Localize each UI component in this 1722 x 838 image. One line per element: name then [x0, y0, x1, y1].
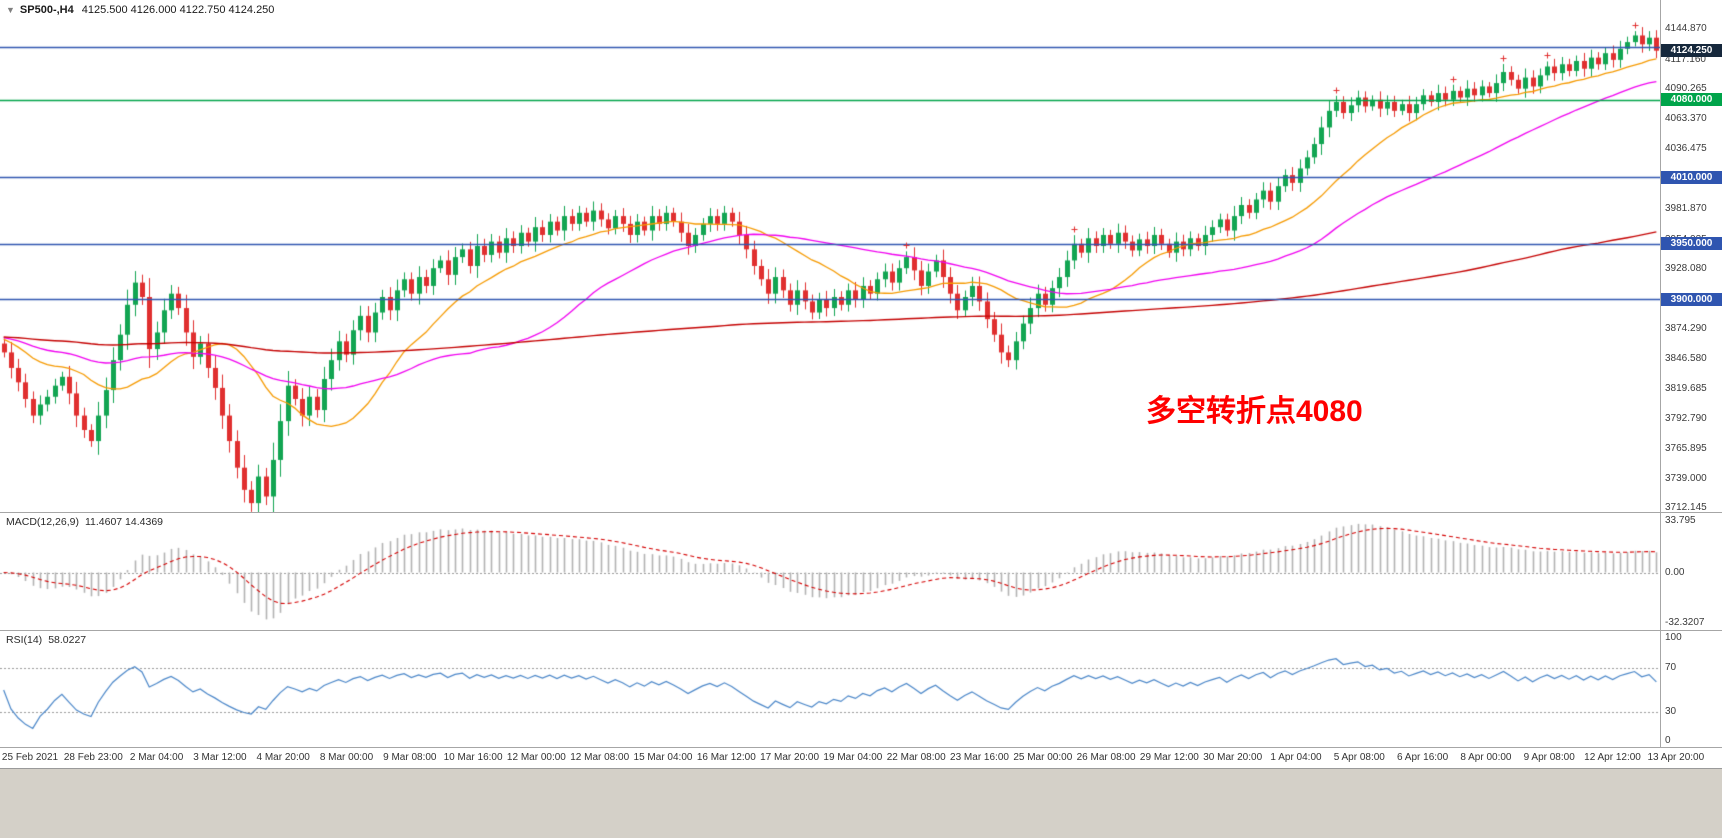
price-axis-badge: 3950.000	[1661, 237, 1722, 251]
date-axis-label: 28 Feb 23:00	[63, 752, 123, 763]
price-axis-badge: 3900.000	[1661, 292, 1722, 306]
price-axis-badge: 4080.000	[1661, 93, 1722, 107]
date-axis-label: 26 Mar 08:00	[1076, 752, 1136, 763]
price-axis-label: 3846.580	[1665, 353, 1707, 365]
price-axis-label: 4036.475	[1665, 142, 1707, 154]
rsi-label: RSI(14) 58.0227	[6, 634, 86, 646]
date-axis-label: 2 Mar 04:00	[129, 752, 184, 763]
date-axis-label: 22 Mar 08:00	[886, 752, 946, 763]
date-axis-label: 3 Mar 12:00	[193, 752, 247, 763]
price-chart-canvas[interactable]	[0, 0, 1660, 512]
macd-values: 11.4607 14.4369	[84, 516, 164, 528]
date-axis-label: 8 Mar 00:00	[319, 752, 374, 763]
price-axis-badge: 4010.000	[1661, 170, 1722, 184]
macd-axis-label: -32.3207	[1665, 617, 1705, 628]
date-axis-label: 12 Apr 12:00	[1584, 752, 1641, 763]
price-axis-label: 3765.895	[1665, 442, 1707, 454]
date-axis-label: 8 Apr 00:00	[1460, 752, 1512, 763]
date-axis-label: 9 Mar 08:00	[383, 752, 437, 763]
macd-chart-canvas[interactable]	[0, 514, 1660, 631]
symbol-timeframe-label: SP500-,H4	[19, 4, 74, 16]
price-axis-label: 3819.685	[1665, 383, 1707, 395]
macd-axis-label: 0.00	[1665, 566, 1685, 578]
price-axis-label: 4090.265	[1665, 83, 1707, 95]
macd-label: MACD(12,26,9) 11.4607 14.4369	[6, 516, 163, 528]
date-axis-label: 5 Apr 08:00	[1333, 752, 1385, 763]
date-axis: 25 Feb 2021 28 Feb 23:00 2 Mar 04:00 3 Mar …	[0, 747, 1722, 768]
rsi-axis-label: 100	[1665, 632, 1682, 643]
price-axis: 4144.870 4117.160 4090.265 4063.370 4036.475…	[1660, 0, 1722, 514]
date-axis-label: 17 Mar 20:00	[760, 752, 820, 763]
price-axis-label: 3712.145	[1665, 502, 1707, 514]
rsi-axis: 100 70 30 0	[1660, 631, 1722, 747]
chart-annotation-text: 多空转折点4080	[1146, 395, 1363, 428]
rsi-axis-label: 30	[1665, 705, 1677, 717]
date-axis-label: 13 Apr 20:00	[1647, 752, 1705, 763]
price-axis-label: 3981.870	[1665, 203, 1707, 215]
main-chart-panel: 4144.870 4117.160 4090.265 4063.370 4036.475…	[0, 0, 1722, 514]
rsi-indicator-name: RSI(14)	[6, 634, 43, 646]
rsi-panel: 100 70 30 0 RSI(14) 58.0227	[0, 630, 1722, 748]
price-axis-label: 4063.370	[1665, 113, 1707, 125]
date-axis-label: 30 Mar 20:00	[1203, 752, 1263, 763]
macd-axis-label: 33.795	[1665, 515, 1696, 526]
price-axis-label: 3874.290	[1665, 322, 1707, 334]
chart-header: ▼ SP500-,H4 4125.500 4126.000 4122.750 412…	[6, 4, 274, 16]
date-axis-label: 9 Apr 08:00	[1523, 752, 1575, 763]
price-axis-label: 3928.080	[1665, 263, 1707, 275]
rsi-axis-label: 70	[1665, 662, 1677, 674]
date-axis-label: 16 Mar 12:00	[696, 752, 756, 763]
date-axis-label: 25 Feb 2021	[1, 752, 59, 763]
price-axis-label: 3792.790	[1665, 413, 1707, 425]
ohlc-values: 4125.500 4126.000 4122.750 4124.250	[81, 4, 275, 16]
price-axis-label: 4144.870	[1665, 22, 1707, 34]
rsi-chart-canvas[interactable]	[0, 632, 1660, 748]
bottom-strip	[0, 768, 1722, 838]
date-axis-label: 15 Mar 04:00	[633, 752, 693, 763]
rsi-axis-label: 0	[1665, 735, 1671, 746]
expander-triangle-icon[interactable]: ▼	[6, 5, 15, 15]
macd-panel: 33.795 0.00 -32.3207 MACD(12,26,9) 11.4607 …	[0, 512, 1722, 631]
date-axis-label: 19 Mar 04:00	[823, 752, 883, 763]
date-axis-label: 6 Apr 16:00	[1397, 752, 1449, 763]
date-axis-label: 25 Mar 00:00	[1013, 752, 1073, 763]
date-axis-label: 10 Mar 16:00	[443, 752, 503, 763]
macd-axis: 33.795 0.00 -32.3207	[1660, 513, 1722, 630]
date-axis-label: 29 Mar 12:00	[1139, 752, 1199, 763]
date-axis-label: 12 Mar 08:00	[570, 752, 630, 763]
rsi-value: 58.0227	[48, 634, 87, 646]
price-axis-badge: 4124.250	[1661, 44, 1722, 58]
price-axis-label: 4117.160	[1665, 53, 1706, 65]
date-axis-label: 1 Apr 04:00	[1270, 752, 1322, 763]
macd-indicator-name: MACD(12,26,9)	[6, 516, 79, 528]
date-axis-label: 4 Mar 20:00	[256, 752, 310, 763]
date-axis-label: 12 Mar 00:00	[506, 752, 566, 763]
date-axis-label: 23 Mar 16:00	[950, 752, 1009, 763]
price-axis-label: 3739.000	[1665, 472, 1707, 484]
